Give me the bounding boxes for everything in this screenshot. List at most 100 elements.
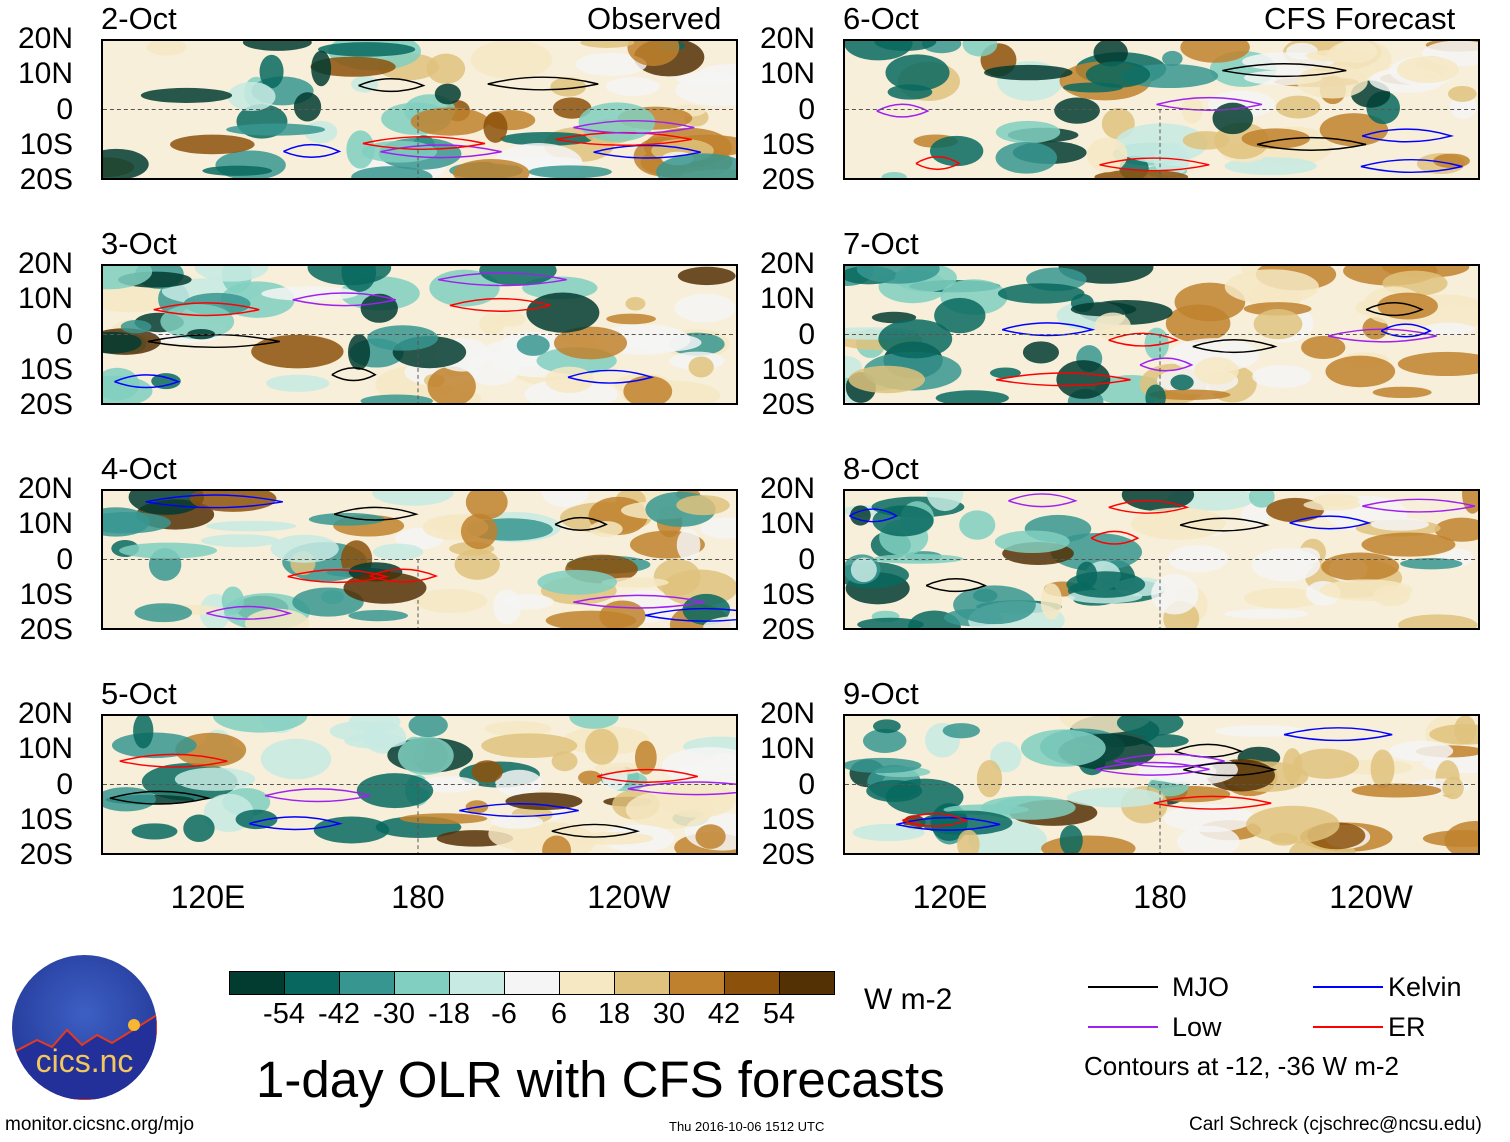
olr-map-panel (843, 489, 1480, 630)
olr-anomaly-blob (1056, 360, 1111, 399)
wave-contour (358, 78, 426, 93)
olr-anomaly-blob (183, 814, 215, 843)
wave-contour (573, 594, 706, 609)
colorbar-swatch (340, 972, 395, 994)
olr-anomaly-blob (1040, 583, 1063, 620)
olr-anomaly-blob (872, 553, 964, 564)
olr-anomaly-blob (1442, 776, 1464, 800)
wave-contour (1283, 727, 1393, 742)
panel-date: 7-Oct (843, 226, 919, 261)
olr-anomaly-blob (133, 716, 154, 749)
legend-mjo: MJO (1172, 972, 1229, 1002)
olr-anomaly-blob (1434, 517, 1478, 542)
colorbar-label: -18 (428, 998, 470, 1030)
olr-anomaly-blob (594, 762, 643, 775)
olr-anomaly-blob (676, 495, 730, 516)
lat-label: 10N (759, 507, 815, 541)
olr-anomaly-blob (128, 491, 205, 515)
olr-anomaly-blob (131, 823, 178, 840)
lat-label: 10S (19, 352, 73, 386)
olr-anomaly-blob (1319, 579, 1413, 601)
wave-contour (153, 302, 260, 317)
forecast-label: CFS Forecast (1264, 1, 1456, 36)
olr-anomaly-blob (571, 832, 654, 845)
lat-label: 20S (19, 613, 73, 646)
olr-anomaly-blob (997, 283, 1085, 304)
olr-anomaly-blob (427, 366, 476, 403)
olr-anomaly-blob (1351, 783, 1442, 798)
lat-label: 20N (17, 472, 73, 505)
wave-contour (1362, 498, 1476, 513)
lat-label: 20N (759, 697, 815, 730)
olr-anomaly-blob (1303, 499, 1361, 511)
lat-label: 20N (759, 22, 815, 55)
olr-anomaly-blob (372, 491, 454, 506)
legend-kelvin: Kelvin (1388, 972, 1462, 1002)
olr-anomaly-blob (292, 587, 364, 617)
olr-map-panel (843, 264, 1480, 405)
panel-date: 3-Oct (101, 226, 177, 261)
panel-date: 5-Oct (101, 676, 177, 711)
lat-label: 0 (798, 92, 815, 126)
olr-anomaly-blob (259, 54, 284, 89)
olr-anomaly-blob (434, 83, 461, 105)
wave-contour (551, 823, 640, 838)
colorbar-swatch (615, 972, 670, 994)
cics-logo: cics.nc (12, 955, 157, 1100)
lat-label: 20N (17, 697, 73, 730)
olr-anomaly-blob (990, 741, 1022, 773)
lon-label: 120W (1329, 879, 1413, 915)
lat-label: 10S (19, 577, 73, 611)
olr-anomaly-blob (308, 512, 385, 526)
olr-anomaly-blob (453, 159, 530, 178)
olr-anomaly-blob (140, 87, 233, 103)
panel-date: 4-Oct (101, 451, 177, 486)
wave-contour (437, 272, 567, 287)
olr-anomaly-blob (1372, 386, 1432, 399)
colorbar-label: 30 (652, 998, 686, 1030)
legend-er-line (1313, 1026, 1383, 1028)
colorbar-label: -42 (318, 998, 360, 1030)
olr-anomaly-blob (1116, 716, 1184, 737)
olr-anomaly-blob (1224, 269, 1319, 305)
olr-anomaly-blob (995, 141, 1058, 174)
olr-anomaly-blob (1325, 355, 1396, 388)
olr-anomaly-blob (1022, 341, 1060, 364)
colorbar-swatch (395, 972, 450, 994)
wave-contour (206, 605, 293, 620)
lat-label: 20S (761, 613, 815, 646)
footer-credit: Carl Schreck (cjschrec@ncsu.edu) (1189, 1114, 1482, 1135)
olr-anomaly-blob (367, 325, 439, 351)
olr-anomaly-blob (1305, 49, 1374, 62)
olr-anomaly-blob (695, 824, 726, 849)
wave-contour (554, 516, 608, 531)
olr-anomaly-blob (920, 810, 1013, 835)
olr-anomaly-blob (1224, 608, 1309, 619)
olr-anomaly-blob (862, 728, 907, 753)
olr-anomaly-blob (959, 510, 996, 540)
olr-anomaly-blob (360, 293, 398, 323)
olr-anomaly-blob (174, 767, 256, 791)
wave-contour (1095, 761, 1210, 776)
olr-anomaly-blob (170, 134, 255, 155)
olr-anomaly-blob (1094, 169, 1189, 178)
olr-anomaly-blob (103, 331, 142, 354)
lat-label: 20S (19, 388, 73, 421)
olr-anomaly-blob (200, 534, 280, 548)
olr-anomaly-blob (856, 266, 940, 284)
olr-anomaly-blob (1400, 558, 1463, 570)
olr-anomaly-blob (221, 586, 244, 615)
olr-anomaly-blob (984, 64, 1073, 81)
colorbar-label: 54 (762, 998, 796, 1030)
olr-anomaly-blob (1361, 532, 1456, 557)
olr-anomaly-blob (935, 390, 1009, 403)
lat-label: 0 (56, 542, 73, 576)
footer-url[interactable]: monitor.cicsnc.org/mjo (5, 1114, 195, 1135)
wave-contour (593, 144, 701, 159)
olr-anomaly-blob (528, 165, 612, 178)
olr-anomaly-blob (202, 165, 273, 176)
olr-anomaly-blob (479, 266, 557, 286)
wave-contour (1380, 323, 1432, 338)
wave-contour (449, 297, 551, 312)
olr-anomaly-blob (660, 781, 736, 818)
